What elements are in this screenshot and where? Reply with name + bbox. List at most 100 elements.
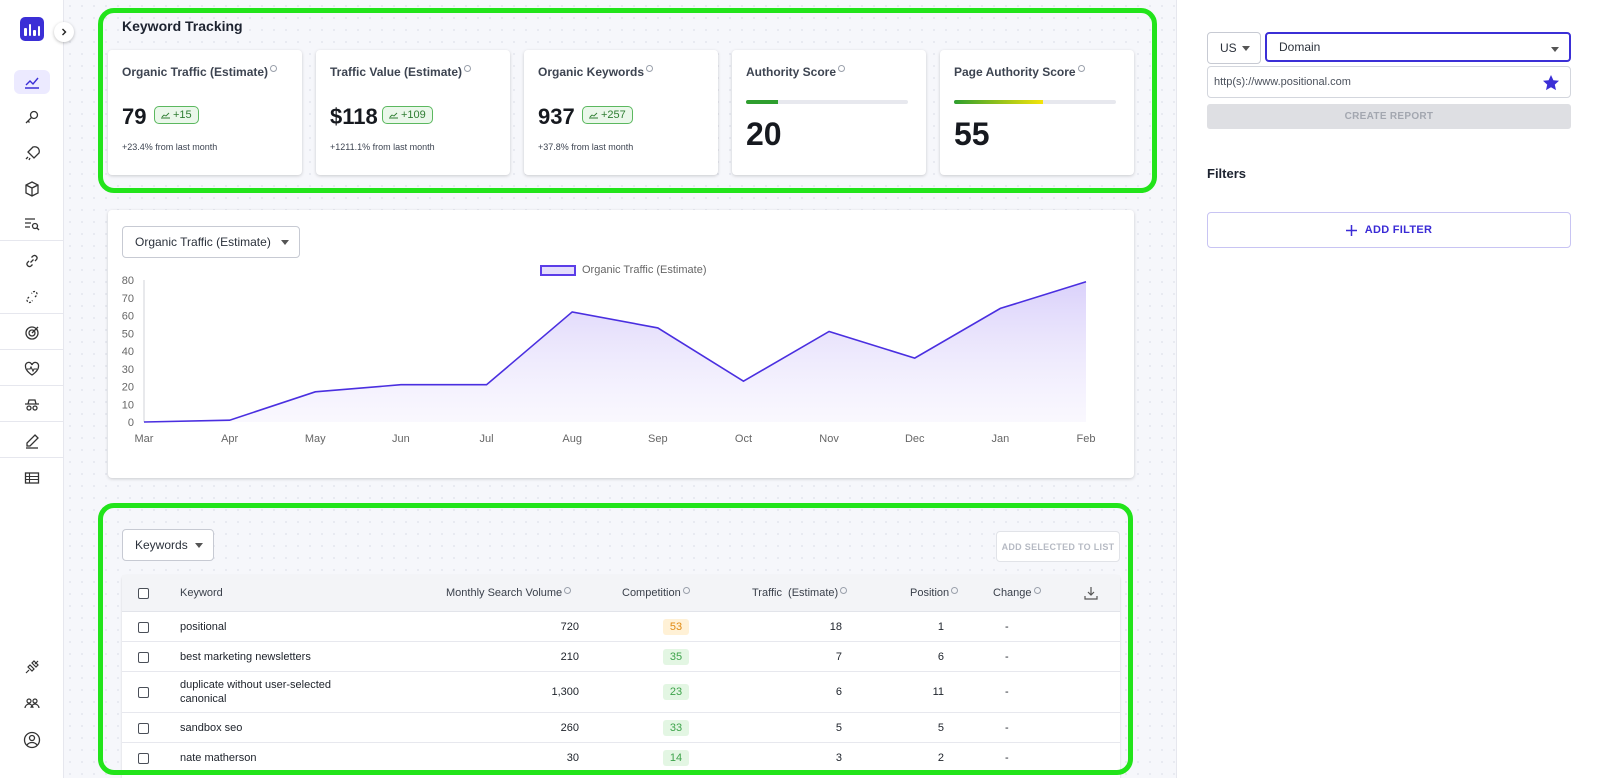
- add-selected-to-list-button[interactable]: ADD SELECTED TO LIST: [996, 531, 1120, 562]
- y-tick-label: 0: [128, 417, 134, 429]
- keywords-table: Keyword Monthly Search Volume Competitio…: [122, 575, 1120, 778]
- table-row[interactable]: sandbox seo 260 33 5 5 -: [122, 713, 1120, 743]
- sidebar-item-content[interactable]: [14, 429, 50, 453]
- spy-icon: [25, 399, 39, 411]
- data-point[interactable]: [997, 305, 1003, 311]
- table-type-select[interactable]: Keywords: [122, 529, 214, 561]
- download-icon[interactable]: [1084, 586, 1098, 600]
- y-tick-label: 50: [122, 328, 134, 340]
- mode-select[interactable]: Domain: [1265, 32, 1571, 62]
- row-checkbox[interactable]: [138, 622, 149, 633]
- app-logo-icon[interactable]: [20, 17, 44, 41]
- sidebar-item-team[interactable]: [14, 691, 50, 715]
- sidebar-item-launch[interactable]: [14, 141, 50, 165]
- column-header-position[interactable]: Position: [910, 587, 959, 599]
- row-checkbox[interactable]: [138, 753, 149, 764]
- data-point[interactable]: [227, 417, 233, 423]
- table-row[interactable]: positional 720 53 18 1 -: [122, 612, 1120, 642]
- sidebar-item-competitors[interactable]: [14, 393, 50, 417]
- table-row[interactable]: best marketing newsletters 210 35 7 6 -: [122, 642, 1120, 672]
- x-tick-label: Dec: [905, 433, 925, 445]
- info-icon[interactable]: [951, 587, 959, 594]
- sidebar-item-packages[interactable]: [14, 177, 50, 201]
- sidebar-item-search-analysis[interactable]: [14, 212, 50, 236]
- y-tick-label: 60: [122, 311, 134, 323]
- heart-pulse-icon: [24, 361, 40, 376]
- sidebar-item-keyword-tracking[interactable]: [14, 70, 50, 94]
- row-checkbox[interactable]: [138, 652, 149, 663]
- info-icon[interactable]: [464, 65, 472, 72]
- info-icon[interactable]: [1033, 587, 1041, 594]
- row-checkbox[interactable]: [138, 723, 149, 734]
- trend-up-icon: [389, 112, 398, 118]
- info-icon[interactable]: [840, 587, 848, 594]
- authority-score-bar: [746, 100, 908, 104]
- right-panel: US Domain http(s)://www.positional.com C…: [1176, 0, 1600, 778]
- data-point[interactable]: [1083, 279, 1089, 285]
- chevron-right-icon: [62, 28, 67, 36]
- sidebar-item-backlinks[interactable]: [14, 249, 50, 273]
- account-icon: [23, 731, 41, 749]
- info-icon[interactable]: [682, 587, 690, 594]
- create-report-button[interactable]: CREATE REPORT: [1207, 104, 1571, 129]
- column-header-traffic[interactable]: Traffic (Estimate): [752, 587, 848, 599]
- metric-subtext: +37.8% from last month: [538, 142, 634, 152]
- series-line: [143, 281, 1087, 423]
- metric-card-traffic-value: Traffic Value (Estimate) $118 +109 +1211…: [316, 50, 510, 175]
- sidebar-item-site-health[interactable]: [14, 357, 50, 381]
- table-header: Keyword Monthly Search Volume Competitio…: [122, 575, 1120, 612]
- x-tick-label: Sep: [648, 433, 668, 445]
- metric-delta-badge: +257: [582, 106, 633, 124]
- table-row[interactable]: nate matherson 30 14 3 2 -: [122, 743, 1120, 773]
- team-icon: [24, 698, 40, 709]
- star-icon[interactable]: [1542, 74, 1560, 92]
- data-point[interactable]: [655, 325, 661, 331]
- info-icon[interactable]: [564, 587, 572, 594]
- trend-up-icon: [589, 112, 598, 118]
- metric-subtext: +1211.1% from last month: [330, 142, 435, 152]
- volume-cell: 210: [560, 651, 579, 663]
- data-point[interactable]: [484, 382, 490, 388]
- data-point[interactable]: [398, 382, 404, 388]
- data-point[interactable]: [740, 378, 746, 384]
- column-header-change[interactable]: Change: [993, 587, 1041, 599]
- metric-value: 937: [538, 104, 575, 129]
- sidebar-collapse-button[interactable]: [54, 22, 74, 42]
- data-point[interactable]: [912, 355, 918, 361]
- column-header-competition[interactable]: Competition: [622, 587, 690, 599]
- url-input[interactable]: http(s)://www.positional.com: [1207, 66, 1571, 98]
- target-icon: [25, 326, 39, 340]
- country-select[interactable]: US: [1207, 32, 1261, 64]
- data-point[interactable]: [569, 309, 575, 315]
- info-icon[interactable]: [838, 65, 846, 72]
- data-point[interactable]: [141, 419, 147, 425]
- link-icon: [26, 254, 38, 268]
- metric-card-authority-score: Authority Score 20: [732, 50, 926, 175]
- sidebar-item-account[interactable]: [14, 728, 50, 752]
- sidebar-item-targets[interactable]: [14, 321, 50, 345]
- x-tick-label: Mar: [135, 433, 154, 445]
- sidebar-item-broken-links[interactable]: [14, 285, 50, 309]
- data-point[interactable]: [312, 389, 318, 395]
- sidebar-item-reports[interactable]: [14, 466, 50, 490]
- info-icon[interactable]: [1077, 65, 1085, 72]
- sidebar-item-keywords[interactable]: [14, 105, 50, 129]
- plus-icon: [1345, 224, 1357, 236]
- chevron-down-icon: [281, 240, 289, 245]
- metric-delta-badge: +15: [154, 106, 199, 124]
- organic-traffic-chart: 0 10 20 30 40 50 60 70 80 Mar Apr May Jun Jul Aug Sep Oc…: [122, 275, 1096, 445]
- column-header-keyword[interactable]: Keyword: [180, 587, 223, 599]
- row-checkbox[interactable]: [138, 687, 149, 698]
- keyword-cell: positional: [180, 621, 227, 633]
- info-icon[interactable]: [646, 65, 654, 72]
- column-header-volume[interactable]: Monthly Search Volume: [446, 587, 572, 599]
- data-point[interactable]: [826, 328, 832, 334]
- add-filter-button[interactable]: ADD FILTER: [1207, 212, 1571, 248]
- info-icon[interactable]: [270, 65, 278, 72]
- chart-metric-select[interactable]: Organic Traffic (Estimate): [122, 226, 300, 258]
- select-all-checkbox[interactable]: [138, 588, 149, 599]
- change-cell: -: [1005, 752, 1009, 764]
- table-row[interactable]: duplicate without user-selected canonica…: [122, 672, 1120, 713]
- chart-legend[interactable]: Organic Traffic (Estimate): [540, 264, 707, 276]
- sidebar-item-integrations[interactable]: [14, 655, 50, 679]
